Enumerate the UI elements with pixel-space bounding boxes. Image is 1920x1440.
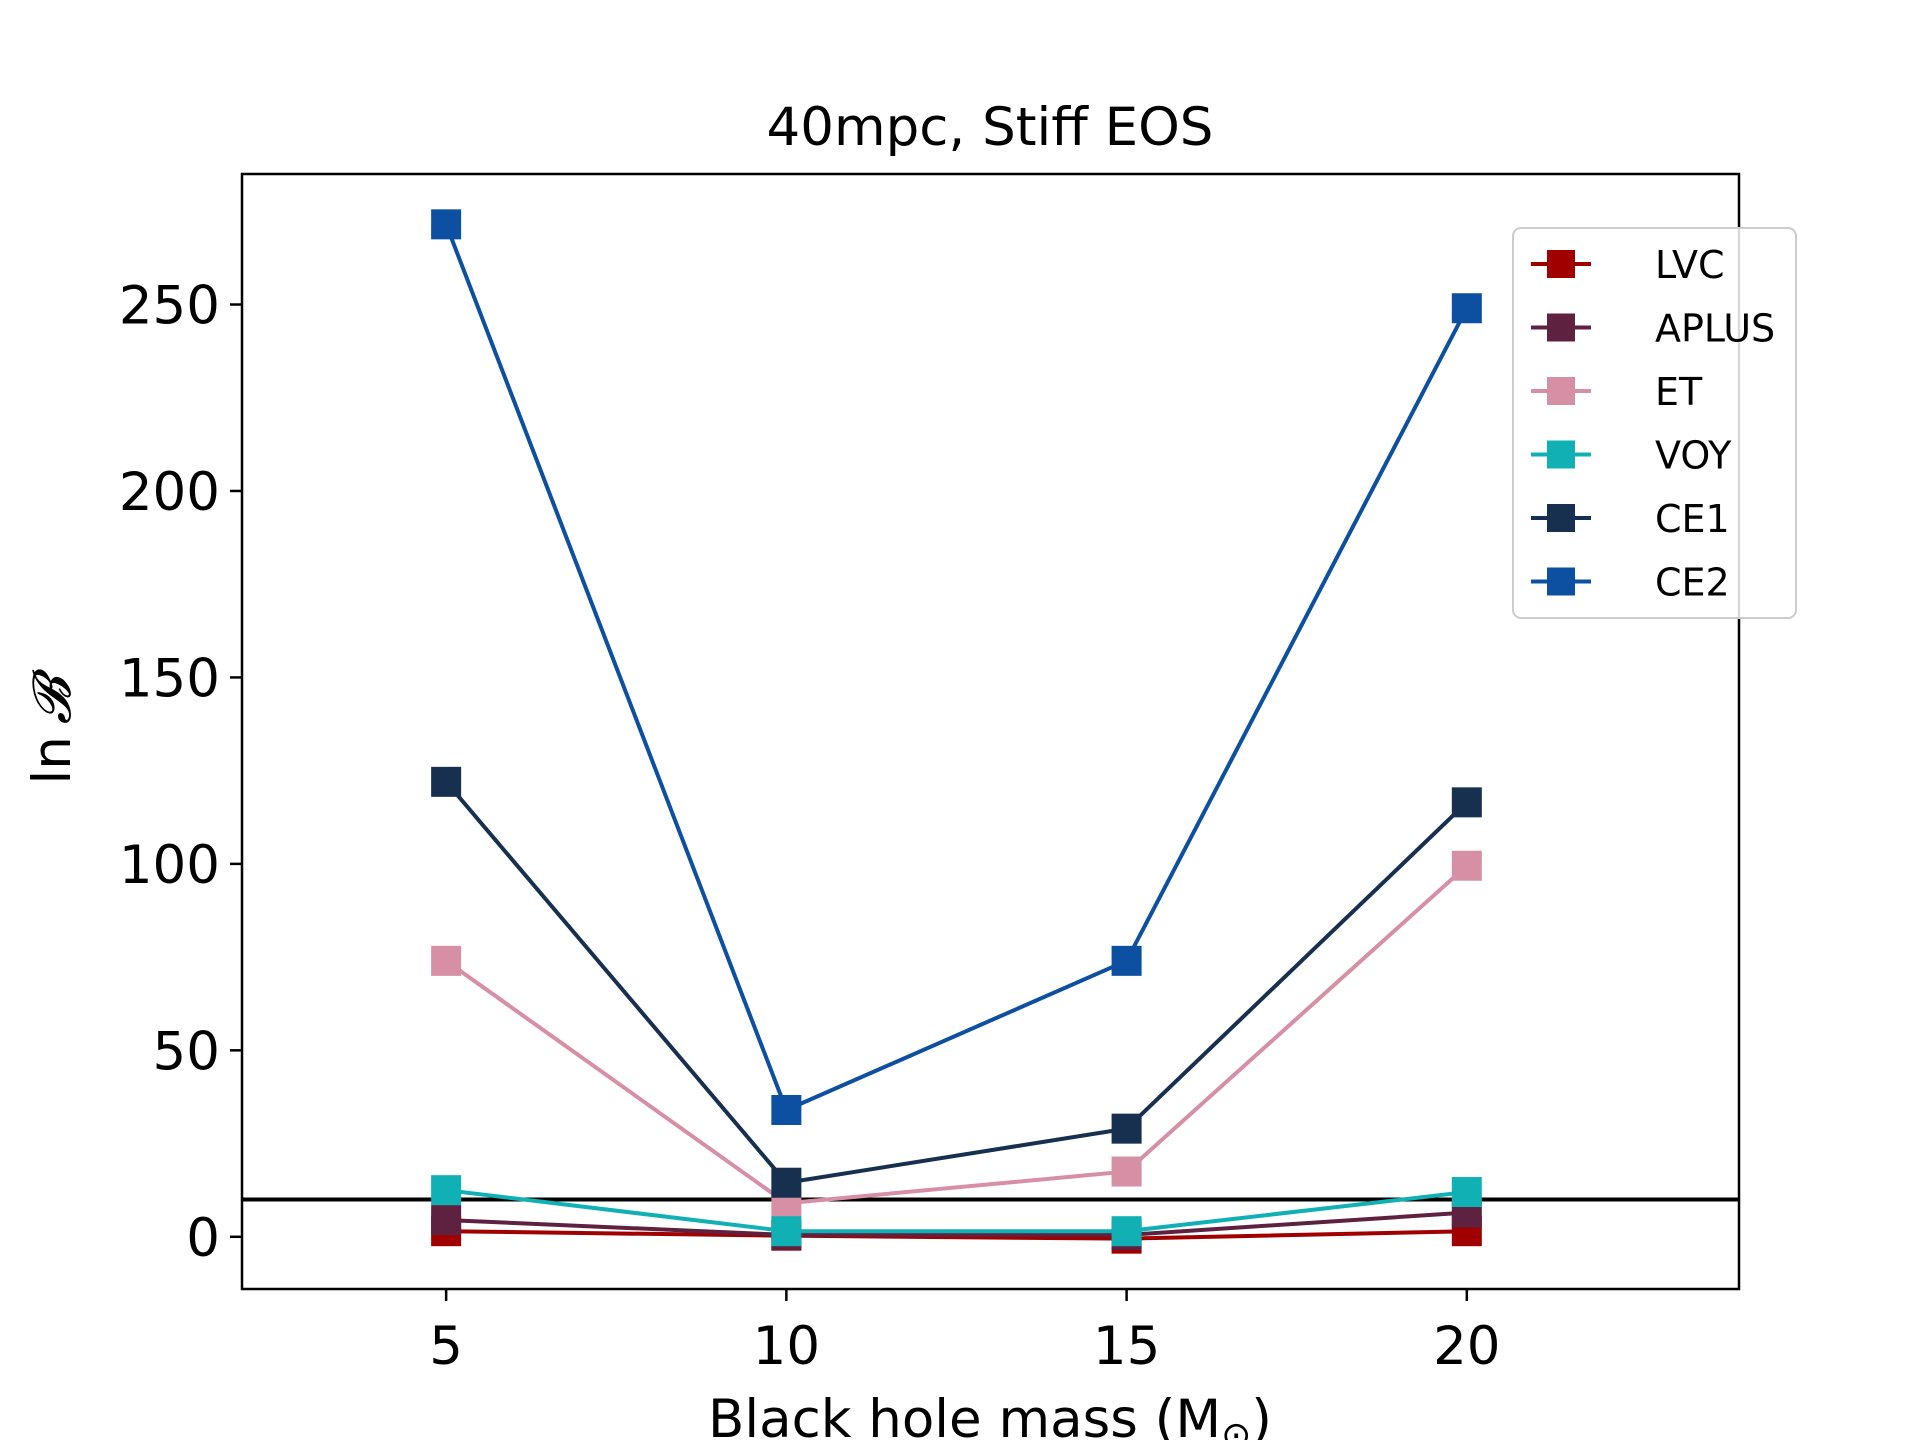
y-tick-label: 0 [186, 1208, 220, 1269]
y-axis-label-ln: ln [22, 736, 83, 784]
legend-label: CE2 [1655, 561, 1730, 605]
legend-item-ce1: CE1 [1531, 497, 1730, 541]
y-axis-label-symbol: 𝓑 [22, 668, 83, 724]
series-line [444, 780, 1469, 1185]
data-point [1111, 945, 1142, 976]
data-point [1451, 1177, 1482, 1208]
legend-label: APLUS [1655, 307, 1775, 351]
y-tick-label: 100 [119, 835, 220, 896]
x-tick-label: 5 [429, 1316, 463, 1377]
legend-marker [1547, 250, 1575, 278]
plot-area [242, 209, 1739, 1254]
series-layer [431, 209, 1482, 1254]
data-point [771, 1095, 802, 1126]
data-point [1451, 850, 1482, 881]
legend-marker [1547, 313, 1575, 342]
data-point [1111, 1156, 1142, 1187]
y-tick-label: 250 [119, 276, 220, 337]
x-tick-label: 15 [1093, 1316, 1160, 1377]
legend: LVC APLUS ET VOY CE1 CE2 [1512, 227, 1797, 619]
series-ce1 [431, 766, 1482, 1198]
data-point [1111, 1216, 1142, 1247]
x-tick-label: 10 [753, 1316, 820, 1377]
x-axis-label-text: Black hole mass (M [708, 1389, 1221, 1440]
data-point [771, 1216, 802, 1247]
legend-marker [1547, 377, 1575, 405]
legend-marker [1547, 440, 1575, 469]
series-voy [431, 1175, 1482, 1247]
legend-label: CE1 [1655, 497, 1730, 541]
data-point [1451, 787, 1482, 818]
legend-label: VOY [1655, 434, 1732, 478]
legend-item-et: ET [1531, 370, 1703, 414]
series-line [444, 223, 1469, 1113]
y-tick-label: 200 [119, 462, 220, 523]
data-point [431, 209, 462, 240]
legend-item-aplus: APLUS [1531, 307, 1775, 351]
data-point [431, 1205, 462, 1236]
legend-item-voy: VOY [1531, 434, 1732, 478]
plot-frame [240, 172, 1741, 1291]
series-ce2 [431, 209, 1482, 1126]
legend-marker [1547, 504, 1575, 532]
chart-title: 40mpc, Stiff EOS [767, 97, 1214, 158]
legend-label: ET [1655, 370, 1703, 414]
data-point [431, 1175, 462, 1206]
series-line [446, 1210, 1467, 1237]
data-point [431, 945, 462, 976]
legend-item-lvc: LVC [1531, 243, 1725, 287]
series-line [444, 864, 1469, 1206]
y-axis-label: ln 𝓑 [22, 668, 83, 784]
series-line [446, 1229, 1467, 1241]
legend-label: LVC [1655, 243, 1725, 287]
series-line [445, 1188, 1468, 1234]
x-axis-label: Black hole mass (M⊙) [708, 1389, 1272, 1440]
y-tick-label: 50 [153, 1021, 220, 1082]
legend-marker [1547, 567, 1575, 596]
x-axis: 5 10 15 20 [429, 1289, 1501, 1377]
series-et [431, 850, 1482, 1219]
data-point [1111, 1113, 1142, 1144]
x-tick-label: 20 [1433, 1316, 1500, 1377]
y-axis: 0 50 100 150 200 250 [119, 276, 242, 1269]
x-axis-label-subscript: ⊙ [1221, 1415, 1251, 1440]
data-point [431, 766, 462, 797]
data-point [771, 1167, 802, 1198]
data-point [1451, 293, 1482, 324]
x-axis-label-close: ) [1251, 1389, 1272, 1440]
y-tick-label: 150 [119, 648, 220, 709]
legend-item-ce2: CE2 [1531, 561, 1730, 605]
legend-items: LVC APLUS ET VOY CE1 CE2 [1531, 243, 1775, 605]
